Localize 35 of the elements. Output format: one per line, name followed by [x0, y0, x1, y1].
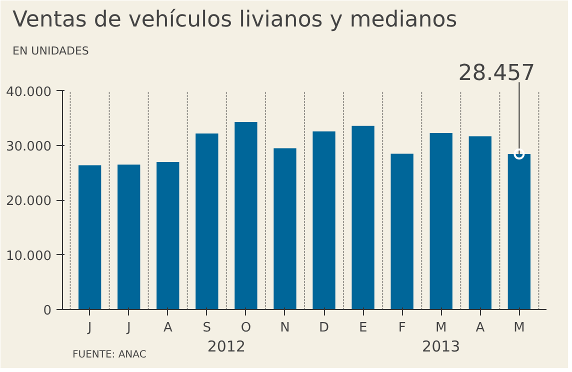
x-tick-label: A: [163, 320, 172, 336]
bar: [312, 131, 336, 310]
y-tick-label: 0: [43, 303, 52, 318]
x-tick-label: F: [398, 320, 406, 336]
bar: [118, 164, 140, 310]
data-label: 28.457: [458, 61, 536, 86]
x-tick-label: M: [436, 320, 447, 336]
x-tick-label: A: [476, 320, 485, 336]
x-tick-label: N: [280, 320, 290, 336]
chart-title: Ventas de vehículos livianos y medianos: [12, 8, 458, 32]
x-tick-label: J: [126, 320, 131, 336]
bar: [156, 162, 180, 310]
y-tick-label: 20.000: [6, 194, 52, 210]
source-note: FUENTE: ANAC: [72, 350, 146, 360]
text: 2013: [422, 337, 460, 356]
bar: [430, 132, 452, 310]
x-tick-label: O: [240, 320, 252, 336]
x-tick-label: D: [319, 320, 330, 336]
bar: [468, 136, 492, 310]
text: 2012: [207, 337, 246, 356]
bar: [274, 148, 296, 310]
y-tick-label: 30.000: [6, 140, 52, 155]
bar: [78, 165, 102, 310]
x-tick-label: S: [202, 320, 212, 336]
x-tick-label: J: [86, 320, 92, 336]
bar: [196, 134, 218, 310]
y-tick-label: 40.000: [6, 84, 52, 100]
bar: [508, 154, 530, 310]
x-tick-label: E: [358, 320, 368, 336]
x-tick-label: M: [514, 320, 525, 336]
bar: [352, 126, 374, 310]
chart-subtitle: EN UNIDADES: [12, 44, 89, 58]
y-tick-label: 10.000: [6, 248, 52, 264]
bar: [234, 122, 258, 310]
bar: [390, 154, 414, 310]
